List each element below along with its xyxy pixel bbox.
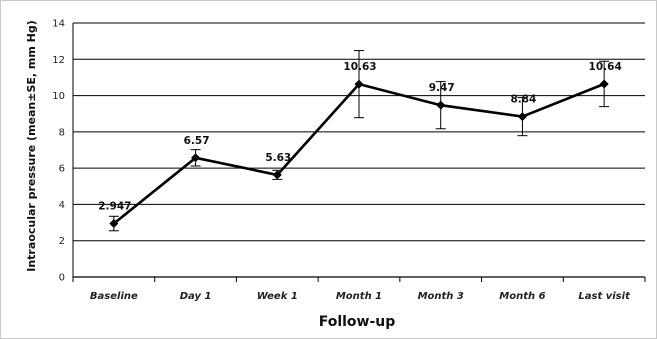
data-point [109,219,119,229]
y-tick-label: 4 [59,200,65,211]
x-category-label: Week 1 [257,291,298,302]
x-category-labels: Baseline Day 1 Week 1 Month 1 Month 3 Month 6… [90,291,631,302]
data-points [109,79,609,229]
data-point [599,79,609,89]
y-tick-label: 10 [52,91,65,102]
data-point [436,100,446,110]
data-point [191,153,201,163]
x-category-label: Last visit [578,291,631,302]
data-label: 9.47 [429,82,455,94]
data-label: 8.84 [510,94,536,106]
x-category-label: Month 3 [418,291,464,302]
x-category-label: Day 1 [180,291,212,302]
data-label: 5.63 [265,152,291,164]
x-axis-title: Follow-up [319,314,396,330]
y-tick-label: 0 [59,273,65,284]
y-tick-label: 2 [59,236,65,247]
data-label: 10.63 [343,61,376,73]
x-category-label: Month 1 [336,291,382,302]
data-label: 6.57 [184,135,210,147]
x-category-label: Month 6 [499,291,545,302]
data-label: 10.64 [589,61,622,73]
y-axis-title: Intraocular pressure (mean±SE, mm Hg) [25,20,38,272]
x-category-label: Baseline [90,291,138,302]
data-point [354,79,364,89]
data-point [517,112,527,122]
y-tick-label: 8 [59,127,65,138]
data-label: 2.947 [98,201,131,213]
data-point [272,170,282,180]
y-tick-labels: 0 2 4 6 8 10 12 14 [52,19,65,284]
y-tick-label: 6 [59,164,65,175]
y-tick-label: 12 [52,55,65,66]
data-labels: 2.947 6.57 5.63 10.63 9.47 8.84 10.64 [98,61,622,213]
y-tick-label: 14 [52,19,65,30]
